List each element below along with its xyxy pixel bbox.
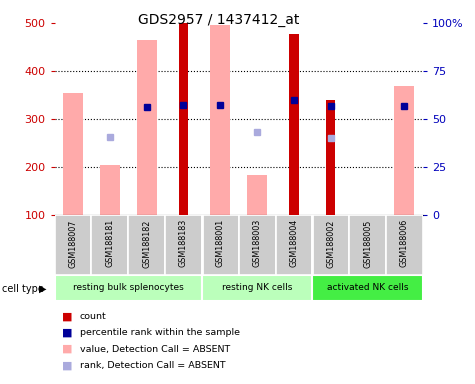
Text: resting NK cells: resting NK cells xyxy=(222,283,292,293)
Text: resting bulk splenocytes: resting bulk splenocytes xyxy=(73,283,184,293)
Bar xyxy=(100,165,120,215)
Bar xyxy=(128,215,165,275)
Bar xyxy=(313,275,423,301)
Bar xyxy=(386,215,423,275)
Bar xyxy=(55,275,202,301)
Text: rank, Detection Call = ABSENT: rank, Detection Call = ABSENT xyxy=(80,361,226,370)
Text: ▶: ▶ xyxy=(39,284,47,294)
Text: GSM188001: GSM188001 xyxy=(216,219,225,268)
Text: percentile rank within the sample: percentile rank within the sample xyxy=(80,328,240,338)
Text: ■: ■ xyxy=(62,328,72,338)
Bar xyxy=(313,215,349,275)
Text: GSM188006: GSM188006 xyxy=(400,219,409,268)
Text: GSM188183: GSM188183 xyxy=(179,219,188,268)
Bar xyxy=(165,215,202,275)
Bar xyxy=(136,40,157,215)
Text: GSM188005: GSM188005 xyxy=(363,219,372,268)
Text: cell type: cell type xyxy=(2,284,44,294)
Bar xyxy=(63,93,83,215)
Bar xyxy=(202,215,238,275)
Bar xyxy=(326,100,335,215)
Bar xyxy=(394,86,415,215)
Bar xyxy=(276,215,313,275)
Text: GSM188003: GSM188003 xyxy=(253,219,262,268)
Text: ■: ■ xyxy=(62,360,72,370)
Text: activated NK cells: activated NK cells xyxy=(327,283,408,293)
Bar xyxy=(179,23,188,215)
Bar xyxy=(247,175,267,215)
Text: GSM188004: GSM188004 xyxy=(289,219,298,268)
Text: ■: ■ xyxy=(62,344,72,354)
Text: GDS2957 / 1437412_at: GDS2957 / 1437412_at xyxy=(138,13,299,27)
Bar xyxy=(238,215,276,275)
Bar xyxy=(210,25,230,215)
Bar xyxy=(289,34,298,215)
Text: count: count xyxy=(80,312,106,321)
Text: value, Detection Call = ABSENT: value, Detection Call = ABSENT xyxy=(80,344,230,354)
Text: GSM188007: GSM188007 xyxy=(68,219,77,268)
Text: GSM188002: GSM188002 xyxy=(326,219,335,268)
Bar xyxy=(202,275,313,301)
Bar xyxy=(91,215,128,275)
Bar xyxy=(55,215,91,275)
Bar xyxy=(349,215,386,275)
Text: ■: ■ xyxy=(62,312,72,322)
Text: GSM188182: GSM188182 xyxy=(142,219,151,268)
Text: GSM188181: GSM188181 xyxy=(105,219,114,268)
